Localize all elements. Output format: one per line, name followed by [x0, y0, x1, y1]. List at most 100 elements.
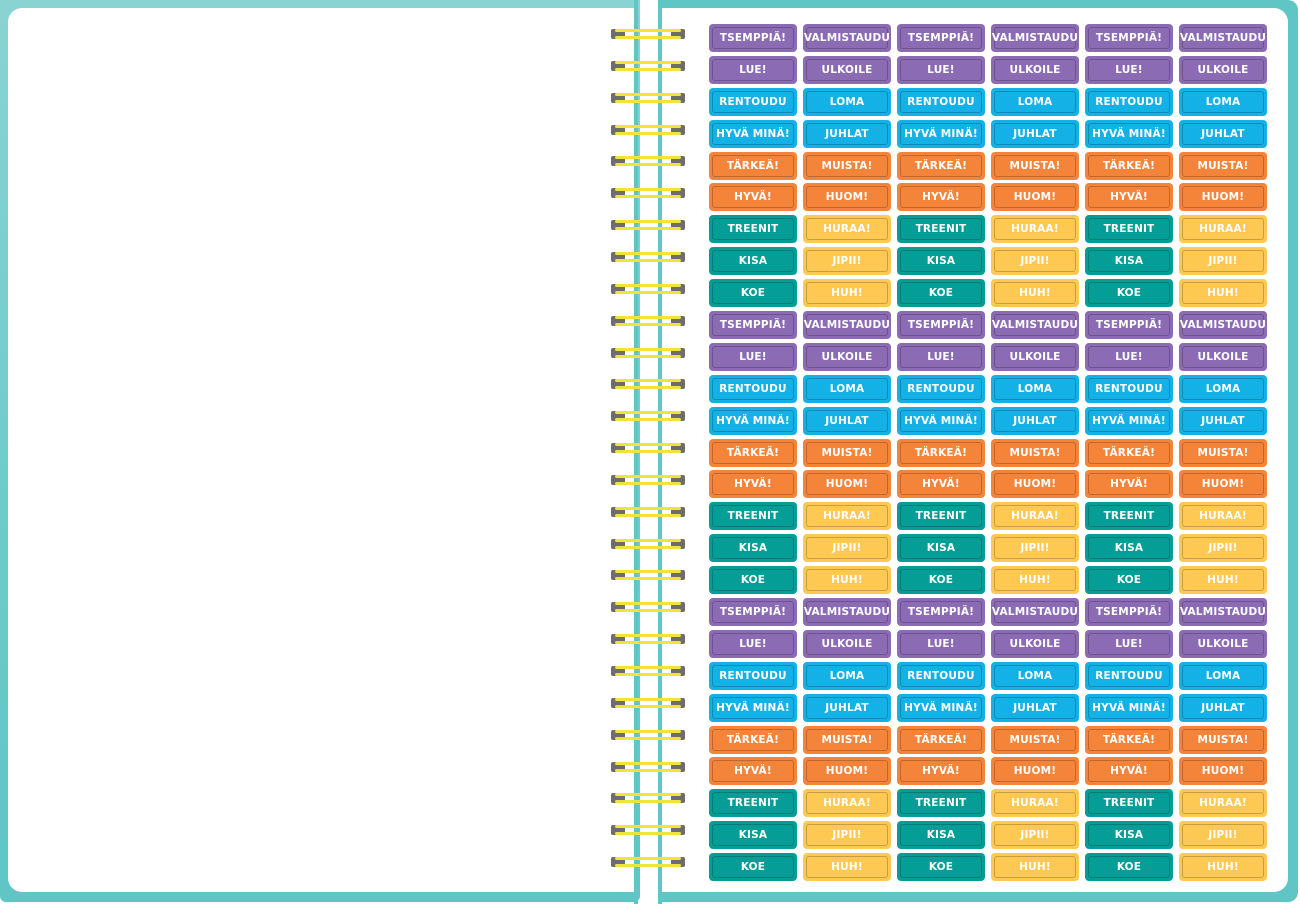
- sticker[interactable]: TSEMPPIÄ!: [1085, 598, 1173, 627]
- sticker[interactable]: TÄRKEÄ!: [897, 438, 985, 467]
- sticker[interactable]: JUHLAT: [991, 119, 1079, 148]
- sticker[interactable]: VALMISTAUDU: [803, 24, 891, 52]
- sticker[interactable]: MUISTA!: [1179, 151, 1267, 180]
- sticker[interactable]: HUOM!: [1179, 470, 1267, 499]
- sticker[interactable]: MUISTA!: [803, 438, 891, 467]
- sticker[interactable]: KISA: [897, 247, 985, 276]
- sticker[interactable]: HUH!: [991, 853, 1079, 882]
- sticker[interactable]: HYVÄ MINÄ!: [897, 119, 985, 148]
- sticker[interactable]: HYVÄ!: [709, 183, 797, 212]
- sticker[interactable]: KOE: [897, 566, 985, 595]
- sticker[interactable]: KISA: [709, 247, 797, 276]
- sticker[interactable]: HUOM!: [1179, 757, 1267, 786]
- sticker[interactable]: TREENIT: [897, 215, 985, 244]
- sticker[interactable]: HUH!: [991, 279, 1079, 308]
- sticker[interactable]: TREENIT: [897, 502, 985, 531]
- sticker[interactable]: KISA: [1085, 247, 1173, 276]
- sticker[interactable]: VALMISTAUDU: [991, 24, 1079, 52]
- sticker[interactable]: HUOM!: [803, 183, 891, 212]
- sticker[interactable]: HYVÄ!: [897, 470, 985, 499]
- sticker[interactable]: KISA: [1085, 534, 1173, 563]
- sticker[interactable]: HURAA!: [991, 215, 1079, 244]
- sticker[interactable]: HUOM!: [991, 183, 1079, 212]
- sticker[interactable]: MUISTA!: [1179, 438, 1267, 467]
- sticker[interactable]: LUE!: [897, 629, 985, 658]
- sticker[interactable]: LUE!: [1085, 342, 1173, 371]
- sticker[interactable]: TÄRKEÄ!: [1085, 438, 1173, 467]
- sticker[interactable]: ULKOILE: [1179, 55, 1267, 84]
- sticker[interactable]: LUE!: [1085, 629, 1173, 658]
- sticker[interactable]: TÄRKEÄ!: [897, 151, 985, 180]
- sticker[interactable]: MUISTA!: [991, 151, 1079, 180]
- sticker[interactable]: TÄRKEÄ!: [709, 438, 797, 467]
- sticker[interactable]: KISA: [1085, 821, 1173, 850]
- sticker[interactable]: TÄRKEÄ!: [709, 725, 797, 754]
- sticker[interactable]: TSEMPPIÄ!: [709, 24, 797, 52]
- sticker[interactable]: HYVÄ MINÄ!: [897, 406, 985, 435]
- sticker[interactable]: KISA: [897, 534, 985, 563]
- sticker[interactable]: HUH!: [803, 279, 891, 308]
- sticker[interactable]: JUHLAT: [1179, 693, 1267, 722]
- sticker[interactable]: HURAA!: [991, 502, 1079, 531]
- sticker[interactable]: JUHLAT: [803, 406, 891, 435]
- sticker[interactable]: HUH!: [1179, 853, 1267, 882]
- sticker[interactable]: ULKOILE: [991, 629, 1079, 658]
- sticker[interactable]: HYVÄ MINÄ!: [709, 119, 797, 148]
- sticker[interactable]: JIPII!: [803, 821, 891, 850]
- sticker[interactable]: MUISTA!: [803, 725, 891, 754]
- sticker[interactable]: KOE: [1085, 279, 1173, 308]
- sticker[interactable]: JUHLAT: [803, 693, 891, 722]
- sticker[interactable]: JUHLAT: [1179, 119, 1267, 148]
- sticker[interactable]: HYVÄ!: [897, 757, 985, 786]
- sticker[interactable]: HYVÄ MINÄ!: [897, 693, 985, 722]
- sticker[interactable]: HYVÄ!: [709, 757, 797, 786]
- sticker[interactable]: LOMA: [803, 374, 891, 403]
- sticker[interactable]: HUH!: [991, 566, 1079, 595]
- sticker[interactable]: LOMA: [803, 87, 891, 116]
- sticker[interactable]: LUE!: [897, 342, 985, 371]
- sticker[interactable]: TREENIT: [897, 789, 985, 818]
- sticker[interactable]: KOE: [709, 279, 797, 308]
- sticker[interactable]: LOMA: [1179, 661, 1267, 690]
- sticker[interactable]: ULKOILE: [803, 629, 891, 658]
- sticker[interactable]: RENTOUDU: [1085, 374, 1173, 403]
- sticker[interactable]: KISA: [897, 821, 985, 850]
- sticker[interactable]: JIPII!: [991, 534, 1079, 563]
- sticker[interactable]: TREENIT: [709, 502, 797, 531]
- sticker[interactable]: JIPII!: [803, 534, 891, 563]
- sticker[interactable]: HYVÄ!: [897, 183, 985, 212]
- sticker[interactable]: KISA: [709, 821, 797, 850]
- sticker[interactable]: LOMA: [991, 87, 1079, 116]
- sticker[interactable]: LUE!: [709, 342, 797, 371]
- sticker[interactable]: LOMA: [1179, 374, 1267, 403]
- sticker[interactable]: VALMISTAUDU: [1179, 311, 1267, 340]
- sticker[interactable]: RENTOUDU: [897, 374, 985, 403]
- sticker[interactable]: TÄRKEÄ!: [1085, 151, 1173, 180]
- sticker[interactable]: HURAA!: [803, 789, 891, 818]
- sticker[interactable]: TSEMPPIÄ!: [897, 24, 985, 52]
- sticker[interactable]: HURAA!: [991, 789, 1079, 818]
- sticker[interactable]: TSEMPPIÄ!: [897, 598, 985, 627]
- sticker[interactable]: JIPII!: [1179, 247, 1267, 276]
- sticker[interactable]: JIPII!: [991, 247, 1079, 276]
- sticker[interactable]: TSEMPPIÄ!: [709, 311, 797, 340]
- sticker[interactable]: ULKOILE: [1179, 342, 1267, 371]
- sticker[interactable]: KOE: [1085, 566, 1173, 595]
- sticker[interactable]: HUH!: [1179, 279, 1267, 308]
- sticker[interactable]: ULKOILE: [803, 342, 891, 371]
- sticker[interactable]: HYVÄ MINÄ!: [1085, 119, 1173, 148]
- sticker[interactable]: JUHLAT: [803, 119, 891, 148]
- sticker[interactable]: RENTOUDU: [709, 87, 797, 116]
- sticker[interactable]: MUISTA!: [803, 151, 891, 180]
- sticker[interactable]: KOE: [897, 279, 985, 308]
- sticker[interactable]: TÄRKEÄ!: [897, 725, 985, 754]
- sticker[interactable]: TÄRKEÄ!: [709, 151, 797, 180]
- sticker[interactable]: VALMISTAUDU: [1179, 24, 1267, 52]
- sticker[interactable]: LOMA: [1179, 87, 1267, 116]
- sticker[interactable]: KOE: [709, 566, 797, 595]
- sticker[interactable]: HUH!: [1179, 566, 1267, 595]
- sticker[interactable]: HUOM!: [803, 470, 891, 499]
- sticker[interactable]: KISA: [709, 534, 797, 563]
- sticker[interactable]: HURAA!: [803, 502, 891, 531]
- sticker[interactable]: LUE!: [709, 55, 797, 84]
